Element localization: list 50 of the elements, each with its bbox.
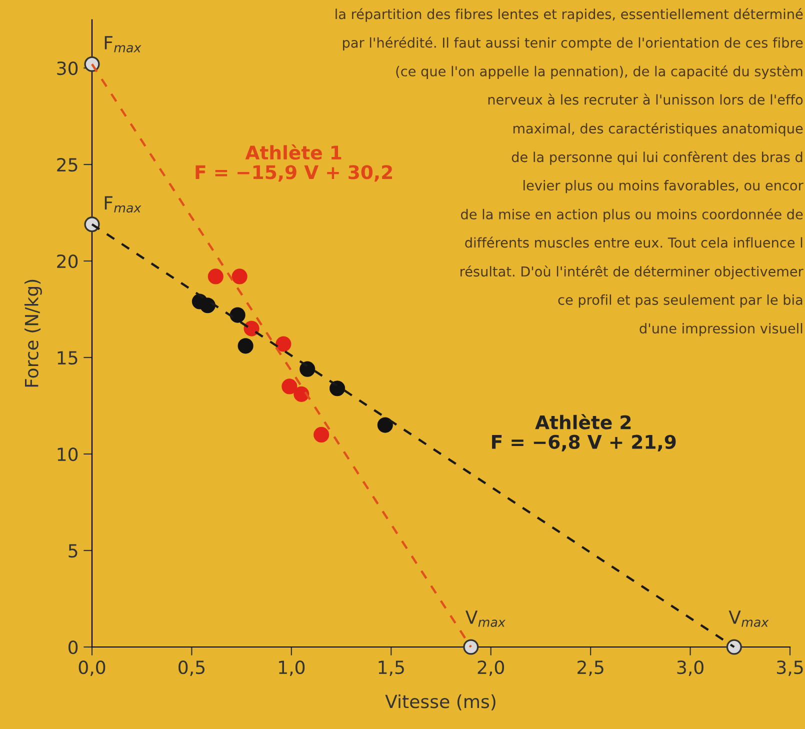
point bbox=[276, 336, 292, 352]
annotation: de la personne qui lui confèrent des bras d bbox=[512, 151, 802, 165]
point bbox=[300, 361, 316, 377]
point bbox=[294, 386, 310, 402]
annotation: levier plus ou moins favorables, ou encor bbox=[524, 180, 804, 194]
annotation: (ce que l'on appelle la pennation), de la capacité du systèm bbox=[396, 65, 802, 80]
x-tick-label: 3,0 bbox=[677, 660, 704, 676]
annotation: Athlète 1 F = −15,9 V + 30,2 bbox=[196, 144, 392, 182]
y-tick-label: 25 bbox=[57, 158, 78, 172]
annotation: F$_{max}$ bbox=[104, 36, 142, 52]
point bbox=[726, 639, 742, 655]
point bbox=[377, 417, 393, 433]
x-tick-label: 1,0 bbox=[279, 660, 305, 676]
annotation: différents muscles entre eux. Tout cela influence l bbox=[465, 236, 802, 248]
annotation: maximal, des caractéristiques anatomique bbox=[513, 122, 803, 136]
annotation: nerveux à les recruter à l'unisson lors de l'effo bbox=[488, 94, 803, 105]
annotation: la répartition des fibres lentes et rapides, essentiellement déterminé bbox=[336, 8, 803, 22]
point bbox=[208, 268, 224, 284]
y-tick-label: 0 bbox=[68, 640, 78, 654]
y-axis-title: Force (N/kg) bbox=[24, 280, 42, 387]
point bbox=[230, 307, 246, 323]
point bbox=[282, 378, 298, 394]
x-tick-label: 1,5 bbox=[378, 660, 404, 676]
x-tick-label: 0,0 bbox=[78, 660, 106, 676]
annotation: V$_{max}$ bbox=[728, 610, 769, 627]
y-tick-label: 20 bbox=[57, 254, 78, 268]
annotation: d'une impression visuell bbox=[640, 323, 802, 336]
point bbox=[238, 338, 254, 354]
y-tick-label: 5 bbox=[68, 544, 78, 558]
point bbox=[200, 298, 216, 314]
annotation: F$_{max}$ bbox=[104, 196, 142, 213]
point bbox=[232, 268, 248, 284]
x-tick-label: 3,5 bbox=[777, 660, 803, 676]
point bbox=[314, 426, 330, 442]
y-tick-label: 10 bbox=[58, 447, 78, 462]
x-tick-label: 0,5 bbox=[178, 660, 204, 676]
annotation: de la mise en action plus ou moins coordonnée de bbox=[461, 208, 803, 222]
annotation: ce profil et pas seulement par le bia bbox=[558, 294, 802, 308]
x-tick-label: 2,5 bbox=[578, 660, 604, 676]
point bbox=[330, 380, 346, 396]
annotation: Athlète 2 F = −6,8 V + 21,9 bbox=[492, 414, 676, 452]
annotation: par l'hérédité. Il faut aussi tenir compte de l'orientation de ces fibre bbox=[343, 36, 803, 50]
point bbox=[463, 639, 479, 655]
point bbox=[244, 320, 260, 336]
x-axis-title: Vitesse (ms) bbox=[385, 694, 496, 710]
annotation: V$_{max}$ bbox=[466, 610, 506, 627]
annotation: résultat. D'où l'intérêt de déterminer objectivemer bbox=[460, 266, 804, 280]
y-tick-label: 30 bbox=[57, 61, 78, 76]
y-tick-label: 15 bbox=[58, 351, 78, 365]
x-tick-label: 2,0 bbox=[478, 660, 504, 676]
